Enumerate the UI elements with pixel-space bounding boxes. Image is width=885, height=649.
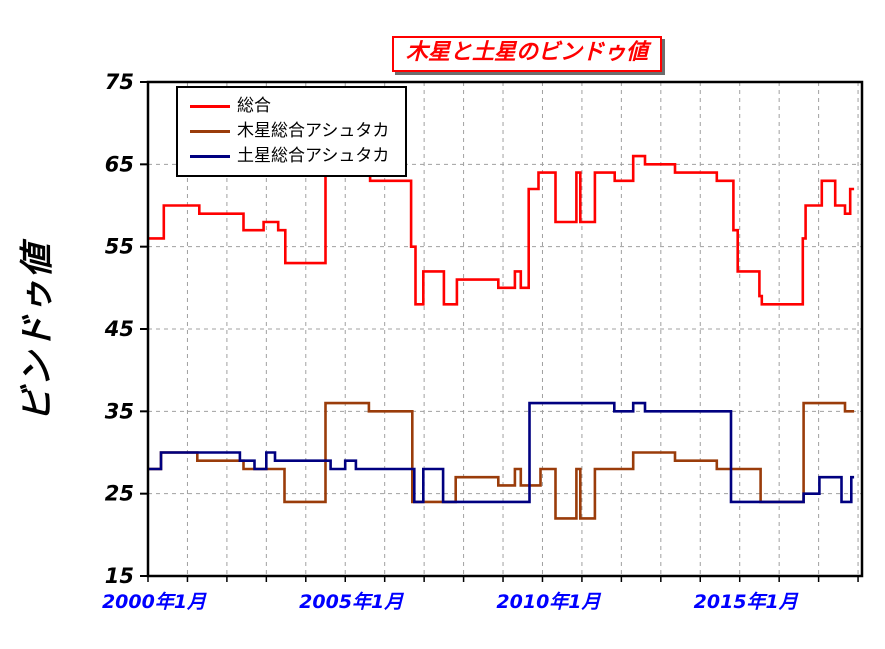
y-tick-label: 75 <box>105 70 134 94</box>
y-tick-label: 25 <box>105 482 134 506</box>
legend-item: 木星総合アシュタカ <box>190 119 389 144</box>
y-tick-label: 35 <box>105 399 134 423</box>
plot-border <box>146 80 864 578</box>
x-tick-label: 2015年1月 <box>694 591 799 613</box>
legend-item: 土星総合アシュタカ <box>190 144 389 169</box>
chart-title: 木星と土星のビンドゥ値 <box>392 36 663 73</box>
x-tick-label: 2000年1月 <box>102 591 207 613</box>
x-tick-label: 2005年1月 <box>299 591 404 613</box>
y-axis-title: ビンドゥ値 <box>17 242 58 422</box>
x-tick-label: 2010年1月 <box>496 591 601 613</box>
legend-label: 土星総合アシュタカ <box>237 146 390 166</box>
y-tick-label: 55 <box>105 235 134 259</box>
legend-line-swatch-navy <box>190 155 230 158</box>
legend-label: 木星総合アシュタカ <box>237 121 390 141</box>
legend-item: 総合 <box>190 94 389 119</box>
legend-label: 総合 <box>237 96 271 116</box>
y-tick-label: 15 <box>105 564 134 588</box>
y-tick-label: 45 <box>104 317 134 341</box>
data-series-line-0 <box>148 154 855 306</box>
legend-line-swatch-red <box>190 105 230 108</box>
legend-line-swatch-brown <box>190 130 230 133</box>
legend: 総合 木星総合アシュタカ 土星総合アシュタカ <box>176 86 408 177</box>
y-tick-label: 65 <box>105 152 134 176</box>
data-series-line-2 <box>148 401 855 504</box>
